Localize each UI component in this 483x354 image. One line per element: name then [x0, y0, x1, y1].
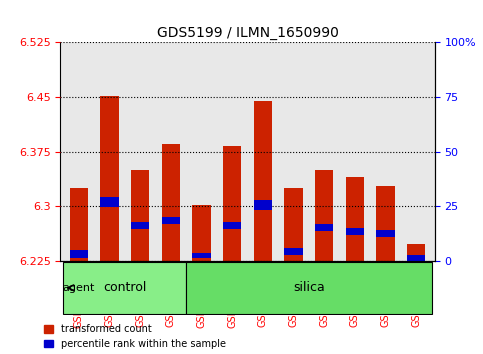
Text: agent: agent [62, 283, 94, 293]
Title: GDS5199 / ILMN_1650990: GDS5199 / ILMN_1650990 [156, 26, 339, 40]
Bar [223, 147, 242, 261]
Bar [284, 248, 303, 256]
Bar [315, 224, 333, 232]
Bar [254, 200, 272, 210]
FancyBboxPatch shape [186, 262, 432, 314]
Bar [315, 170, 333, 261]
Bar [192, 253, 211, 258]
Bar [407, 244, 426, 261]
Bar [131, 222, 149, 229]
Bar [162, 217, 180, 224]
Bar [284, 188, 303, 261]
Bar [100, 96, 119, 261]
Bar [407, 256, 426, 263]
Bar [254, 101, 272, 261]
Bar [131, 170, 149, 261]
Bar [162, 144, 180, 261]
Legend: transformed count, percentile rank within the sample: transformed count, percentile rank withi… [43, 324, 226, 349]
Bar [346, 228, 364, 235]
Bar [70, 250, 88, 258]
Bar [192, 205, 211, 261]
Bar [346, 177, 364, 261]
Bar [223, 222, 242, 229]
Text: silica: silica [293, 281, 325, 294]
FancyBboxPatch shape [63, 262, 186, 314]
Text: control: control [103, 281, 146, 294]
Bar [100, 197, 119, 207]
Bar [376, 230, 395, 236]
Bar [376, 186, 395, 261]
Bar [70, 188, 88, 261]
